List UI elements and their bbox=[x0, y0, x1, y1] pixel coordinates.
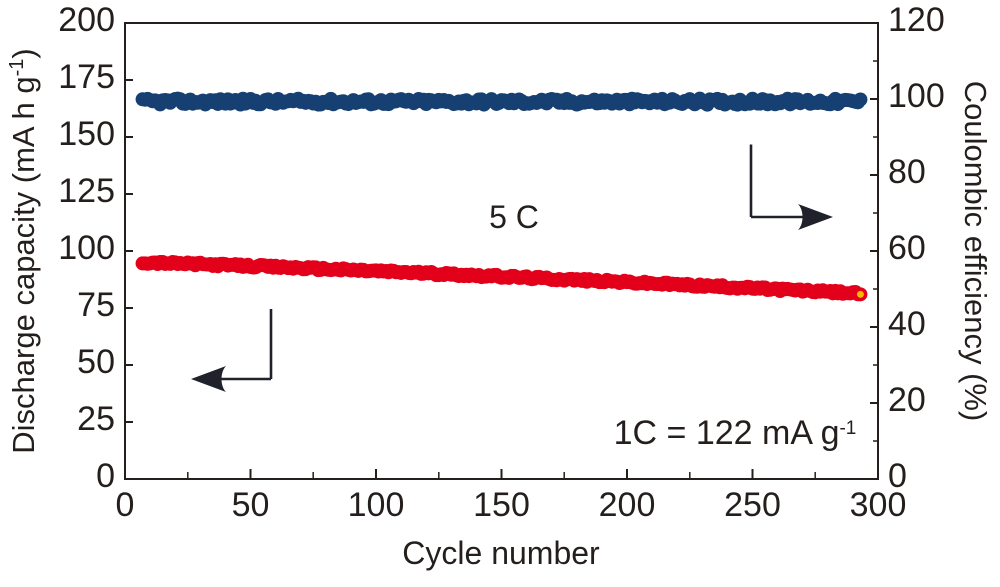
svg-text:200: 200 bbox=[58, 1, 115, 39]
svg-text:100: 100 bbox=[888, 77, 945, 115]
svg-text:1C = 122 mA g-1: 1C = 122 mA g-1 bbox=[614, 414, 857, 452]
svg-text:50: 50 bbox=[232, 486, 270, 524]
svg-text:75: 75 bbox=[77, 286, 115, 324]
svg-text:0: 0 bbox=[96, 457, 115, 495]
svg-text:Coulombic efficiency (%): Coulombic efficiency (%) bbox=[958, 81, 993, 422]
svg-text:120: 120 bbox=[888, 1, 945, 39]
svg-text:200: 200 bbox=[599, 486, 656, 524]
svg-text:125: 125 bbox=[58, 172, 115, 210]
svg-text:175: 175 bbox=[58, 58, 115, 96]
svg-text:Cycle number: Cycle number bbox=[402, 535, 600, 571]
svg-text:60: 60 bbox=[888, 229, 926, 267]
svg-text:5 C: 5 C bbox=[489, 199, 539, 235]
svg-text:25: 25 bbox=[77, 400, 115, 438]
svg-text:300: 300 bbox=[850, 486, 907, 524]
svg-text:50: 50 bbox=[77, 343, 115, 381]
svg-text:0: 0 bbox=[116, 486, 135, 524]
svg-text:100: 100 bbox=[348, 486, 405, 524]
svg-text:80: 80 bbox=[888, 153, 926, 191]
svg-text:100: 100 bbox=[58, 229, 115, 267]
svg-text:150: 150 bbox=[58, 115, 115, 153]
svg-text:40: 40 bbox=[888, 305, 926, 343]
svg-text:Discharge capacity (mA h g-1): Discharge capacity (mA h g-1) bbox=[6, 48, 41, 453]
svg-text:20: 20 bbox=[888, 381, 926, 419]
svg-text:150: 150 bbox=[473, 486, 530, 524]
svg-text:250: 250 bbox=[724, 486, 781, 524]
